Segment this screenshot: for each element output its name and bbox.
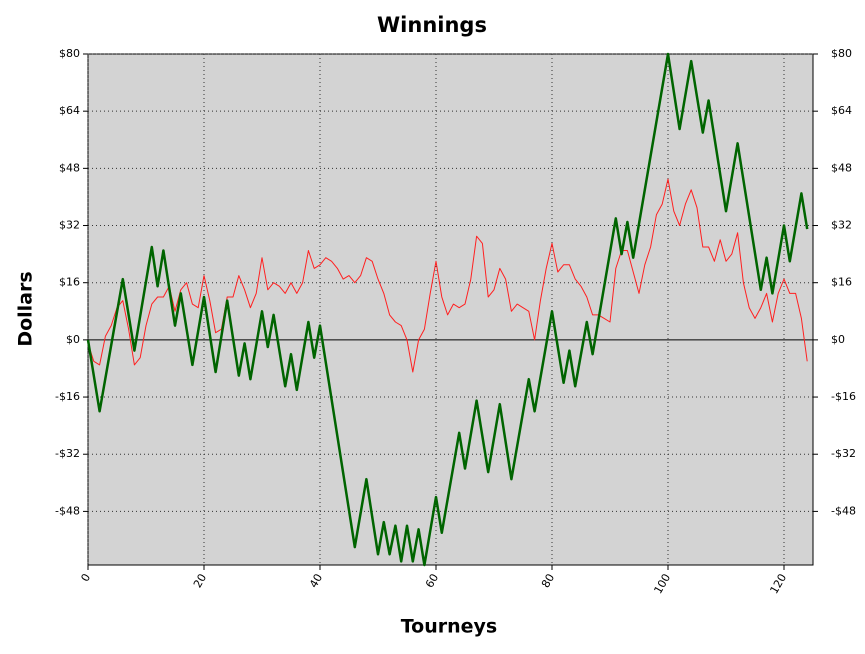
y-tick-label: $48 (59, 161, 80, 174)
y-axis-title: Dollars (15, 271, 37, 346)
x-tick-label: 60 (423, 572, 441, 591)
y-tick-label: $16 (59, 276, 80, 289)
x-tick-label: 120 (767, 572, 789, 597)
y2-tick-label: -$48 (831, 504, 856, 517)
y2-tick-label: $48 (831, 161, 852, 174)
chart-title: Winnings (377, 13, 487, 37)
x-tick-label: 80 (539, 572, 557, 591)
y-tick-label: $0 (66, 333, 80, 346)
y-tick-label: $64 (59, 104, 80, 117)
y2-tick-label: $80 (831, 47, 852, 60)
y2-tick-label: $32 (831, 219, 852, 232)
x-tick-label: 0 (78, 572, 93, 585)
y2-tick-label: $64 (831, 104, 852, 117)
x-axis-title: Tourneys (401, 616, 498, 638)
x-tick-label: 100 (651, 572, 673, 597)
y-tick-label: $80 (59, 47, 80, 60)
y-tick-label: -$48 (55, 504, 80, 517)
x-tick-label: 20 (191, 572, 209, 591)
y-tick-label: $32 (59, 219, 80, 232)
y2-tick-label: -$16 (831, 390, 856, 403)
y2-tick-label: $0 (831, 333, 845, 346)
series-line (86, 52, 809, 567)
y2-tick-label: $16 (831, 276, 852, 289)
x-tick-label: 40 (307, 572, 325, 591)
series-line (87, 178, 808, 373)
y2-tick-label: -$32 (831, 447, 856, 460)
y-tick-label: -$16 (55, 390, 80, 403)
y-tick-label: -$32 (55, 447, 80, 460)
